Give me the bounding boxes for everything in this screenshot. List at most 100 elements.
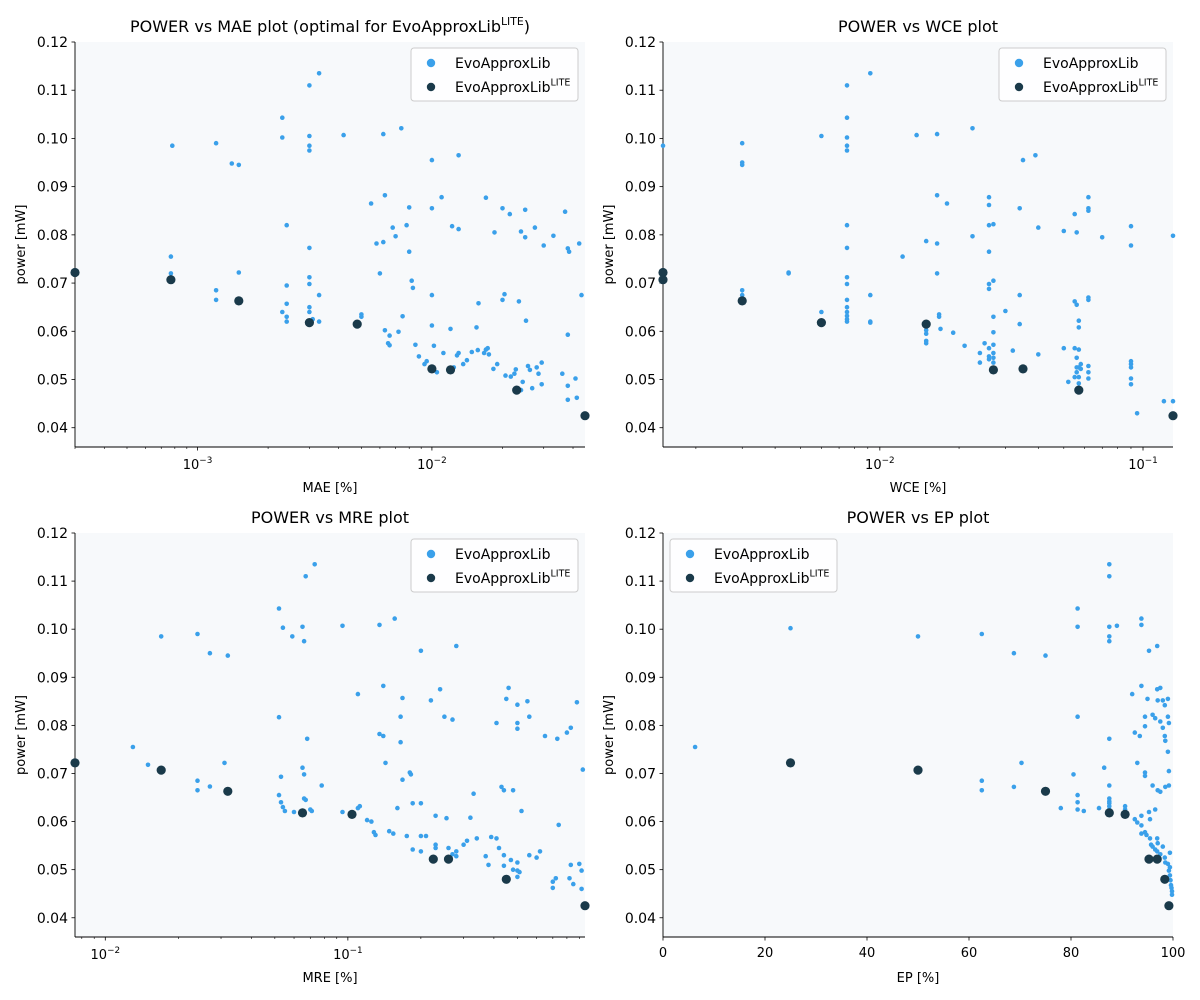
y-tick-label: 0.06 (625, 324, 656, 340)
x-axis-label: WCE [%] (890, 481, 947, 496)
point-evoapproxlib (1154, 849, 1160, 854)
point-evoapproxlib (1163, 738, 1168, 744)
point-evoapproxlib (844, 281, 850, 287)
x-tick-label: 80 (1063, 946, 1080, 961)
point-evoapproxlib (527, 367, 533, 373)
point-evoapproxlib (290, 634, 295, 639)
point-evoapproxlib (1019, 760, 1024, 766)
point-evoapproxlib-lite (1152, 854, 1162, 864)
point-evoapproxlib (1020, 157, 1026, 163)
x-tick-label: 10−1 (1128, 456, 1158, 473)
point-evoapproxlib (977, 360, 983, 365)
point-evoapproxlib (979, 778, 985, 783)
point-evoapproxlib (580, 767, 586, 772)
plot-area (663, 533, 1173, 937)
point-evoapproxlib-lite (352, 319, 362, 329)
point-evoapproxlib (439, 194, 444, 200)
point-evoapproxlib (739, 140, 745, 146)
point-evoapproxlib-lite (921, 319, 931, 329)
legend-label-evoapproxlib-lite: EvoApproxLibLITE (455, 78, 570, 96)
point-evoapproxlib (1061, 228, 1067, 234)
point-evoapproxlib (377, 731, 382, 737)
y-tick-label: 0.05 (37, 373, 68, 389)
y-axis-label: power [mW] (602, 205, 617, 285)
y-tick-label: 0.12 (37, 526, 68, 542)
point-evoapproxlib (284, 222, 290, 228)
point-evoapproxlib (1107, 574, 1112, 579)
point-evoapproxlib (429, 157, 435, 163)
point-evoapproxlib (307, 304, 312, 310)
point-evoapproxlib (579, 868, 584, 873)
y-tick-label: 0.07 (37, 276, 68, 292)
point-evoapproxlib (574, 395, 580, 401)
point-evoapproxlib (1129, 691, 1135, 697)
point-evoapproxlib-lite (1164, 901, 1174, 911)
point-evoapproxlib (500, 297, 505, 303)
point-evoapproxlib (577, 861, 582, 867)
point-evoapproxlib (476, 301, 481, 306)
point-evoapproxlib (1075, 714, 1080, 719)
point-evoapproxlib-lite (347, 809, 357, 820)
point-evoapproxlib-lite (445, 365, 456, 375)
point-evoapproxlib (1150, 712, 1155, 718)
point-evoapproxlib (276, 792, 282, 798)
point-evoapproxlib (844, 148, 850, 153)
legend-box (410, 47, 579, 102)
point-evoapproxlib (418, 833, 424, 839)
point-evoapproxlib (441, 350, 446, 356)
point-evoapproxlib (1154, 643, 1160, 649)
point-evoapproxlib (168, 271, 174, 276)
point-evoapproxlib (1139, 683, 1144, 689)
point-evoapproxlib (307, 148, 312, 153)
point-evoapproxlib (534, 855, 539, 860)
point-evoapproxlib (1036, 225, 1041, 230)
point-evoapproxlib (410, 801, 416, 806)
y-tick-label: 0.07 (37, 766, 68, 782)
y-tick-label: 0.10 (625, 131, 656, 147)
point-evoapproxlib (1144, 832, 1149, 838)
point-evoapproxlib (501, 863, 507, 869)
point-evoapproxlib (501, 852, 507, 858)
point-evoapproxlib (844, 319, 850, 324)
point-evoapproxlib (418, 801, 424, 806)
point-evoapproxlib (312, 562, 318, 567)
point-evoapproxlib (923, 341, 929, 346)
point-evoapproxlib (468, 815, 473, 820)
y-tick-label: 0.11 (37, 83, 68, 99)
x-tick-label: 10−2 (91, 946, 121, 963)
point-evoapproxlib (278, 800, 284, 805)
point-evoapproxlib (291, 809, 297, 815)
point-evoapproxlib (1086, 363, 1091, 369)
y-tick-label: 0.04 (625, 911, 656, 927)
point-evoapproxlib (934, 241, 940, 246)
point-evoapproxlib (474, 325, 479, 330)
point-evoapproxlib (1107, 562, 1112, 567)
point-evoapproxlib (1066, 379, 1071, 385)
point-evoapproxlib (986, 357, 992, 362)
point-evoapproxlib (568, 862, 574, 868)
point-evoapproxlib (431, 343, 437, 349)
point-evoapproxlib (1162, 702, 1168, 708)
point-evoapproxlib (284, 319, 290, 324)
point-evoapproxlib (536, 371, 541, 377)
point-evoapproxlib-lite (1160, 874, 1170, 884)
point-evoapproxlib (1160, 698, 1166, 703)
point-evoapproxlib (1142, 770, 1148, 775)
y-tick-label: 0.09 (37, 180, 68, 196)
point-evoapproxlib (868, 320, 873, 325)
x-tick-label: 60 (961, 946, 978, 961)
point-evoapproxlib (492, 230, 497, 235)
point-evoapproxlib (500, 206, 505, 211)
point-evoapproxlib (494, 836, 499, 841)
point-evoapproxlib (844, 83, 850, 88)
point-evoapproxlib (1011, 650, 1017, 656)
point-evoapproxlib (1011, 784, 1017, 790)
point-evoapproxlib (1165, 696, 1171, 702)
point-evoapproxlib (1170, 233, 1176, 239)
point-evoapproxlib (986, 222, 992, 228)
point-evoapproxlib (550, 885, 556, 891)
point-evoapproxlib (454, 849, 459, 854)
point-evoapproxlib (532, 225, 538, 230)
point-evoapproxlib (303, 574, 309, 579)
point-evoapproxlib (307, 83, 312, 88)
